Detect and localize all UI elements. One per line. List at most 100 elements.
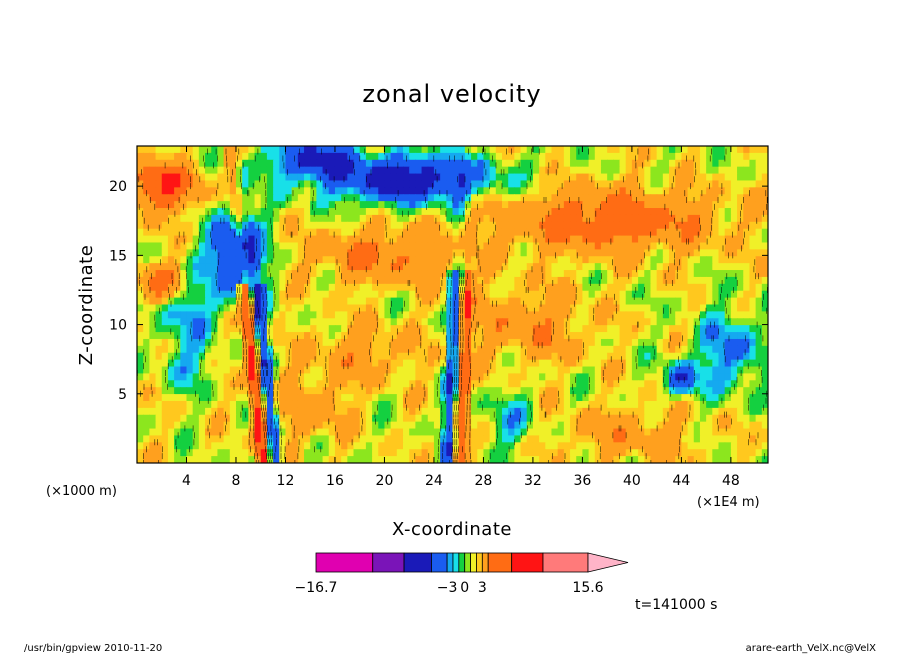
field-cell bbox=[186, 318, 194, 326]
field-cell bbox=[681, 407, 689, 416]
field-cell bbox=[761, 256, 768, 264]
field-cell bbox=[273, 214, 280, 223]
field-cell bbox=[483, 256, 491, 264]
field-cell bbox=[415, 194, 423, 202]
field-cell bbox=[669, 214, 676, 223]
colorbar-box bbox=[446, 552, 454, 573]
field-cell bbox=[619, 187, 627, 195]
field-cell bbox=[372, 201, 379, 209]
field-cell bbox=[761, 146, 768, 154]
field-cell bbox=[328, 311, 336, 319]
field-cell bbox=[755, 201, 763, 209]
field-cell bbox=[520, 373, 528, 381]
field-cell bbox=[365, 359, 373, 368]
field-cell bbox=[613, 318, 621, 326]
field-cell bbox=[508, 332, 515, 340]
field-cell bbox=[446, 373, 454, 381]
field-cell bbox=[594, 304, 602, 312]
field-cell bbox=[341, 235, 348, 244]
field-cell bbox=[322, 332, 330, 340]
field-cell bbox=[297, 201, 305, 209]
field-cell bbox=[718, 221, 726, 230]
field-cell bbox=[217, 194, 225, 202]
field-cell bbox=[180, 456, 188, 463]
field-cell bbox=[662, 283, 670, 292]
field-cell bbox=[341, 366, 348, 375]
field-cell bbox=[743, 194, 751, 202]
field-cell bbox=[576, 380, 584, 388]
field-cell bbox=[285, 152, 293, 161]
field-cell bbox=[477, 180, 485, 188]
field-cell bbox=[229, 194, 237, 202]
field-cell bbox=[285, 373, 293, 381]
field-cell bbox=[403, 208, 410, 216]
field-cell bbox=[433, 297, 441, 306]
field-cell bbox=[570, 345, 577, 354]
field-cell bbox=[396, 166, 404, 175]
field-cell bbox=[514, 304, 522, 312]
field-cell bbox=[644, 304, 652, 312]
field-cell bbox=[403, 387, 410, 395]
field-cell bbox=[471, 159, 478, 168]
field-cell bbox=[495, 159, 503, 168]
field-cell bbox=[205, 166, 212, 175]
field-cell bbox=[440, 359, 447, 368]
field-cell bbox=[532, 456, 540, 463]
field-cell bbox=[761, 428, 768, 437]
field-cell bbox=[310, 270, 318, 278]
field-cell bbox=[755, 366, 763, 375]
field-cell bbox=[440, 400, 447, 409]
field-cell bbox=[693, 297, 701, 306]
field-cell bbox=[297, 221, 305, 230]
field-cell bbox=[334, 332, 342, 340]
field-cell bbox=[155, 400, 163, 409]
field-cell bbox=[669, 442, 676, 450]
field-cell bbox=[334, 407, 342, 416]
field-cell bbox=[266, 221, 274, 230]
field-cell bbox=[440, 187, 447, 195]
field-cell bbox=[675, 428, 682, 437]
field-cell bbox=[520, 428, 528, 437]
field-cell bbox=[266, 318, 274, 326]
field-cell bbox=[440, 318, 447, 326]
field-cell bbox=[607, 180, 614, 188]
field-cell bbox=[304, 338, 311, 347]
field-cell bbox=[229, 359, 237, 368]
field-cell bbox=[421, 359, 429, 368]
field-cell bbox=[198, 338, 206, 347]
field-cell bbox=[242, 290, 249, 299]
field-cell bbox=[619, 387, 627, 395]
field-cell bbox=[625, 380, 633, 388]
field-cell bbox=[180, 325, 188, 333]
field-cell bbox=[464, 173, 472, 182]
field-cell bbox=[594, 435, 602, 443]
field-cell bbox=[582, 435, 590, 443]
field-cell bbox=[285, 235, 293, 244]
field-cell bbox=[235, 249, 243, 257]
field-cell bbox=[471, 249, 478, 257]
field-cell bbox=[421, 249, 429, 257]
field-cell bbox=[761, 387, 768, 395]
field-cell bbox=[464, 249, 472, 257]
field-cell bbox=[483, 332, 491, 340]
field-cell bbox=[217, 359, 225, 368]
field-cell bbox=[570, 263, 577, 271]
field-cell bbox=[316, 290, 324, 299]
field-cell bbox=[205, 449, 212, 457]
field-cell bbox=[675, 359, 682, 368]
field-cell bbox=[594, 373, 602, 381]
field-cell bbox=[638, 449, 645, 457]
field-cell bbox=[390, 442, 398, 450]
field-cell bbox=[149, 228, 157, 237]
field-cell bbox=[180, 276, 188, 285]
field-cell bbox=[631, 380, 639, 388]
field-cell bbox=[600, 194, 608, 202]
field-cell bbox=[539, 407, 546, 416]
field-cell bbox=[563, 221, 571, 230]
field-cell bbox=[532, 352, 540, 361]
field-cell bbox=[347, 325, 355, 333]
field-cell bbox=[273, 435, 280, 443]
field-cell bbox=[341, 338, 348, 347]
field-cell bbox=[545, 256, 553, 264]
field-cell bbox=[347, 270, 355, 278]
